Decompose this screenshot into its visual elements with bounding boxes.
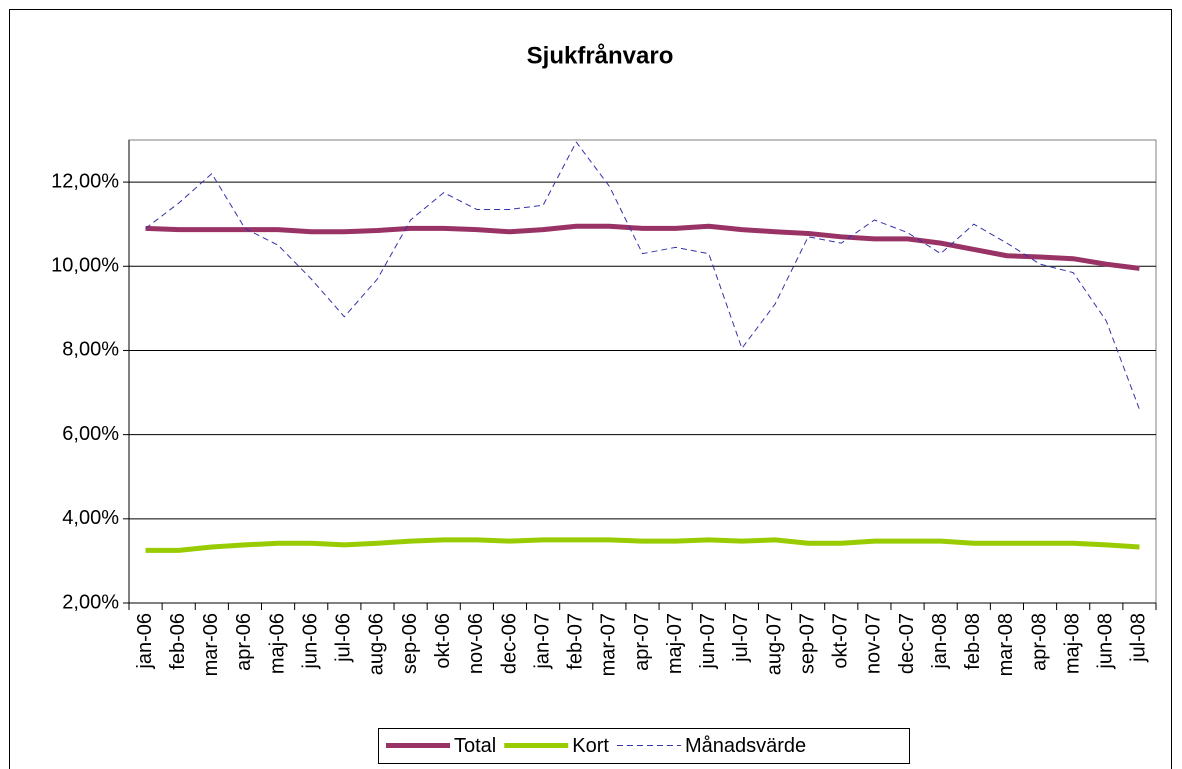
x-tick-label: jan-08 <box>929 613 951 670</box>
series-line <box>145 537 1140 553</box>
legend-label: Kort <box>572 735 609 757</box>
x-tick-label: feb-07 <box>565 613 587 670</box>
y-tick-label: 10,00% <box>51 255 119 277</box>
x-tick-label: okt-07 <box>830 613 852 669</box>
series-line <box>145 141 1140 410</box>
series-line <box>145 223 1140 271</box>
y-tick-label: 4,00% <box>62 507 119 529</box>
x-tick-label: aug-06 <box>366 613 388 675</box>
x-tick-label: maj-07 <box>664 613 686 674</box>
x-tick-label: nov-07 <box>863 613 885 674</box>
x-tick-label: jan-07 <box>531 613 553 670</box>
x-tick-label: nov-06 <box>465 613 487 674</box>
x-tick-label: mar-08 <box>995 613 1017 676</box>
x-tick-label: jun-07 <box>697 613 719 670</box>
x-tick-label: okt-06 <box>432 613 454 669</box>
x-tick-label: sep-06 <box>399 613 421 674</box>
x-tick-label: sep-07 <box>796 613 818 674</box>
legend-label: Total <box>454 735 496 757</box>
x-tick-label: jun-06 <box>299 613 321 670</box>
x-tick-label: jun-08 <box>1095 613 1117 670</box>
x-tick-label: aug-07 <box>763 613 785 675</box>
x-tick-label: mar-06 <box>200 613 222 676</box>
y-tick-label: 2,00% <box>62 591 119 613</box>
x-tick-label: jul-07 <box>730 613 752 663</box>
x-tick-label: jul-06 <box>333 613 355 663</box>
plot-area <box>128 139 1157 604</box>
x-tick-label: feb-06 <box>167 613 189 670</box>
x-tick-label: apr-06 <box>233 613 255 671</box>
x-tick-label: jan-06 <box>134 613 156 670</box>
legend-box <box>378 728 910 764</box>
x-tick-label: jul-08 <box>1128 613 1150 663</box>
x-tick-label: maj-06 <box>266 613 288 674</box>
x-tick-label: apr-07 <box>631 613 653 671</box>
x-tick-label: dec-06 <box>498 613 520 674</box>
y-tick-label: 12,00% <box>51 170 119 192</box>
y-tick-label: 6,00% <box>62 423 119 445</box>
x-tick-label: mar-07 <box>598 613 620 676</box>
x-tick-label: apr-08 <box>1028 613 1050 671</box>
chart-title: Sjukfrånvaro <box>527 42 674 69</box>
legend-label: Månadsvärde <box>685 735 806 757</box>
x-tick-label: dec-07 <box>896 613 918 674</box>
x-tick-label: maj-08 <box>1061 613 1083 674</box>
x-tick-label: feb-08 <box>962 613 984 670</box>
y-tick-label: 8,00% <box>62 339 119 361</box>
